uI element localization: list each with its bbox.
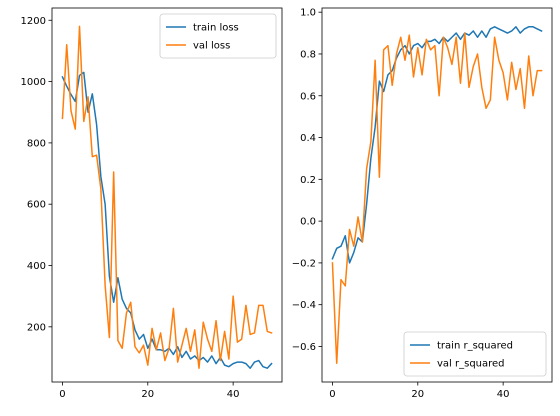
y-tick-label: 200 — [27, 322, 46, 333]
series-line-val-loss — [61, 25, 273, 369]
legend-label: val loss — [193, 41, 230, 52]
series-line-train-r-squared — [331, 26, 543, 264]
y-tick-label: 0.2 — [300, 175, 316, 186]
x-tick-label: 20 — [411, 389, 424, 400]
legend-label: train loss — [193, 23, 239, 34]
y-tick-label: −0.4 — [292, 300, 316, 311]
chart-panel-1: 0 20 40 200 400 600 800 1000 1200 train loss val l… — [21, 7, 283, 400]
chart-panel-2: 0 20 40 −0.6 −0.4 −0.2 0.0 0.2 0.4 0.6 0.8 1.0 train… — [292, 7, 553, 400]
legend: train loss val loss — [159, 13, 277, 59]
y-tick-label: 400 — [27, 261, 46, 272]
x-tick-label: 0 — [59, 389, 65, 400]
legend-box — [403, 331, 547, 377]
series-line-train-loss — [61, 71, 273, 369]
legend-label: val r_squared — [437, 359, 505, 370]
y-tick-label: 0.6 — [300, 91, 316, 102]
y-tick-label: 0.0 — [300, 217, 316, 228]
y-tick-label: 1000 — [21, 77, 46, 88]
y-tick-label: 800 — [27, 138, 46, 149]
y-tick-label: 0.8 — [300, 49, 316, 60]
series-line-val-r-squared — [331, 32, 543, 364]
legend-label: train r_squared — [437, 341, 513, 352]
x-tick-label: 40 — [227, 389, 240, 400]
y-tick-label: 1200 — [21, 16, 46, 27]
y-tick-label: −0.6 — [292, 342, 316, 353]
axes-frame — [51, 7, 283, 383]
x-tick-label: 40 — [497, 389, 510, 400]
legend-box — [159, 13, 277, 59]
axes-frame — [321, 7, 553, 383]
y-tick-label: 600 — [27, 200, 46, 211]
x-tick-label: 20 — [141, 389, 154, 400]
x-tick-label: 0 — [329, 389, 335, 400]
y-tick-label: 1.0 — [300, 8, 316, 19]
y-tick-label: −0.2 — [292, 258, 316, 269]
y-tick-label: 0.4 — [300, 133, 316, 144]
